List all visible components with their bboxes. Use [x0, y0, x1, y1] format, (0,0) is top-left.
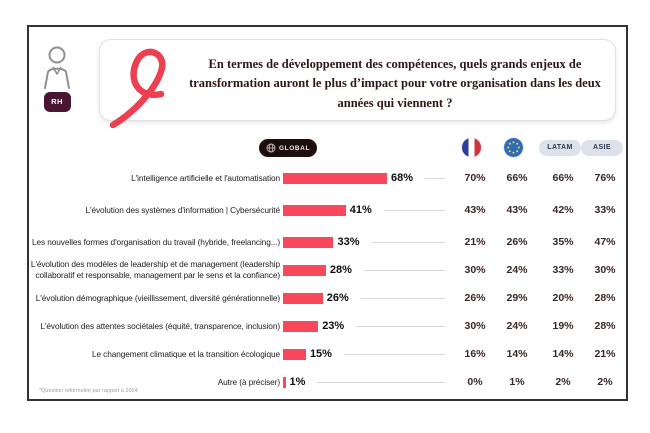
france-value: 30%: [464, 264, 486, 276]
table-row: Autre (à préciser) 1% 0% 1% 2% 2%: [29, 367, 626, 397]
global-bar: [283, 376, 286, 388]
row-label: L'évolution des attentes sociétales (équ…: [40, 320, 280, 331]
france-value: 26%: [464, 292, 486, 304]
persona-block: RH: [39, 45, 75, 112]
leader-line: [363, 269, 445, 271]
latam-value: 19%: [552, 320, 574, 332]
row-label: Autre (à préciser): [217, 376, 280, 387]
table-row: L'évolution des attentes sociétales (équ…: [29, 311, 626, 341]
france-flag-icon: [462, 138, 481, 157]
global-bar: [283, 204, 346, 216]
rh-audience-badge: RH: [43, 92, 71, 112]
table-row: L'évolution des modèles de leadership et…: [29, 255, 626, 285]
global-value: 26%: [326, 292, 349, 304]
person-icon: [39, 45, 75, 89]
table-row: L'intelligence artificielle et l'automat…: [29, 163, 626, 193]
leader-line: [343, 353, 445, 355]
asie-value: 21%: [594, 348, 616, 360]
europe-value: 66%: [506, 172, 528, 184]
table-row: L'évolution des systèmes d'information |…: [29, 195, 626, 225]
latam-value: 20%: [552, 292, 574, 304]
asie-value: 30%: [594, 264, 616, 276]
latam-value: 42%: [552, 204, 574, 216]
leader-line: [425, 177, 445, 179]
global-value: 28%: [329, 264, 352, 276]
asie-value: 2%: [597, 376, 613, 388]
global-value: 15%: [309, 348, 332, 360]
europe-value: 1%: [509, 376, 525, 388]
row-label: L'intelligence artificielle et l'automat…: [131, 172, 280, 183]
europe-value: 14%: [506, 348, 528, 360]
question-box: [99, 39, 616, 121]
france-value: 21%: [464, 236, 486, 248]
europe-flag-icon: [504, 138, 523, 157]
europe-value: 29%: [506, 292, 528, 304]
global-bar: [283, 236, 334, 248]
row-label: L'évolution des systèmes d'information |…: [85, 204, 280, 215]
table-row: L'évolution démographique (vieillissemen…: [29, 283, 626, 313]
latam-value: 66%: [552, 172, 574, 184]
global-bar: [283, 348, 306, 360]
asie-value: 28%: [594, 292, 616, 304]
asie-value: 76%: [594, 172, 616, 184]
table-row: Les nouvelles formes d'organisation du t…: [29, 227, 626, 257]
leader-line: [383, 209, 445, 211]
leader-line: [360, 297, 445, 299]
global-value: 23%: [322, 320, 345, 332]
asie-column-header: ASIE: [581, 140, 623, 156]
europe-value: 24%: [506, 264, 528, 276]
footnote: *Question reformulée par rapport à 2024: [39, 388, 138, 394]
global-value: 33%: [337, 236, 360, 248]
globe-icon: [266, 143, 276, 153]
europe-value: 43%: [506, 204, 528, 216]
france-value: 70%: [464, 172, 486, 184]
asie-value: 28%: [594, 320, 616, 332]
france-value: 43%: [464, 204, 486, 216]
europe-value: 26%: [506, 236, 528, 248]
latam-value: 14%: [552, 348, 574, 360]
row-label: L'évolution des modèles de leadership et…: [30, 259, 280, 280]
latam-value: 33%: [552, 264, 574, 276]
global-bar: [283, 264, 326, 276]
asie-value: 33%: [594, 204, 616, 216]
global-value: 1%: [289, 376, 306, 388]
global-value: 41%: [349, 204, 372, 216]
row-label: Le changement climatique et la transitio…: [91, 348, 280, 359]
global-label: GLOBAL: [278, 144, 311, 152]
france-value: 16%: [464, 348, 486, 360]
global-bar: [283, 172, 388, 184]
france-value: 0%: [467, 376, 483, 388]
global-bar: [283, 320, 319, 332]
leader-line: [371, 241, 445, 243]
global-bar: [283, 292, 323, 304]
europe-value: 24%: [506, 320, 528, 332]
latam-value: 2%: [555, 376, 571, 388]
asie-value: 47%: [594, 236, 616, 248]
latam-value: 35%: [552, 236, 574, 248]
global-value: 68%: [391, 172, 414, 184]
france-value: 30%: [464, 320, 486, 332]
global-column-header: GLOBAL: [259, 139, 317, 157]
latam-column-header: LATAM: [539, 140, 581, 156]
leader-line: [356, 325, 445, 327]
question-title: En termes de développement des compétenc…: [189, 57, 601, 110]
leader-line: [317, 381, 445, 383]
row-label: Les nouvelles formes d'organisation du t…: [31, 236, 280, 247]
slide-frame: RH En termes de développement des compét…: [27, 25, 628, 401]
row-label: L'évolution démographique (vieillissemen…: [35, 292, 280, 303]
table-row: Le changement climatique et la transitio…: [29, 339, 626, 369]
